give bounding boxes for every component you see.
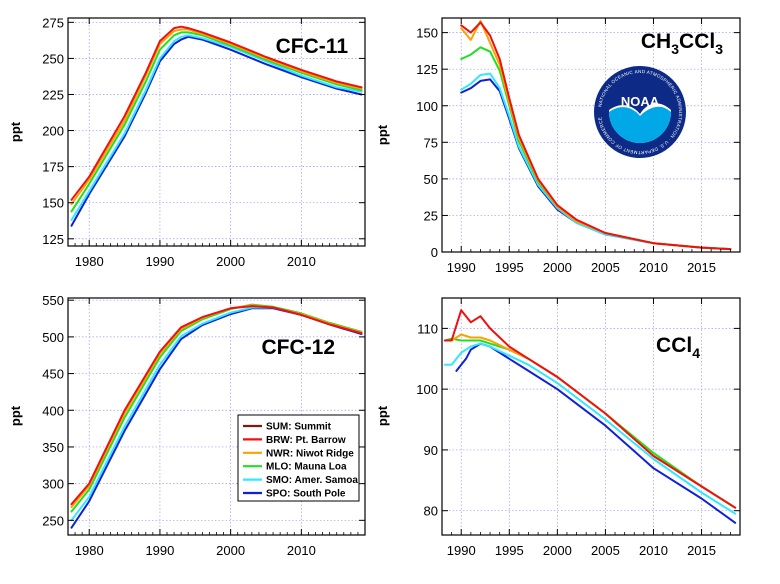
y-axis-label: ppt	[8, 121, 23, 142]
series-line-spo	[455, 342, 737, 524]
y-tick-label: 0	[431, 245, 438, 260]
series-line-brw	[70, 25, 363, 201]
series-line-mlo	[70, 31, 363, 213]
y-tick-label: 550	[42, 293, 64, 308]
y-tick-label: 110	[417, 321, 438, 336]
chart-title: CCl4	[656, 334, 700, 361]
series-line-brw	[70, 305, 363, 506]
y-tick-label: 350	[42, 440, 64, 455]
x-tick-label: 1980	[75, 254, 104, 269]
x-tick-label: 2010	[287, 254, 316, 269]
series-line-nwr	[70, 28, 363, 206]
x-tick-label: 2000	[543, 260, 572, 275]
y-axis-label: ppt	[375, 124, 390, 145]
y-tick-label: 450	[42, 367, 64, 382]
x-tick-label: 2015	[687, 260, 716, 275]
legend-label-smo: SMO: Amer. Samoa	[266, 475, 358, 486]
chart-title: CFC-11	[276, 35, 349, 58]
y-tick-label: 250	[42, 51, 64, 66]
x-tick-label: 2010	[287, 543, 316, 558]
x-tick-label: 2000	[216, 254, 245, 269]
y-tick-label: 100	[416, 382, 438, 397]
x-tick-label: 1995	[495, 260, 524, 275]
series-line-smo	[70, 34, 363, 221]
panel-ch3ccl3: 1990 1995 2000 2005 2010 2015 0 25 50 75 100 125 150…	[375, 17, 741, 275]
y-axis-label: ppt	[375, 405, 390, 426]
legend-label-brw: BRW: Pt. Barrow	[266, 435, 346, 446]
y-tick-label: 75	[424, 135, 438, 150]
series-line-brw	[460, 21, 732, 251]
x-tick-label: 2005	[591, 543, 620, 558]
y-tick-label: 200	[42, 124, 64, 139]
legend-label-sum: SUM: Summit	[266, 422, 332, 433]
x-tick-label: 2005	[591, 260, 620, 275]
y-tick-label: 80	[424, 504, 438, 519]
series-line-spo	[70, 35, 363, 227]
y-tick-label: 150	[42, 196, 64, 211]
legend-box	[237, 414, 360, 502]
y-axis-label: ppt	[8, 405, 23, 426]
x-tick-label: 2010	[639, 543, 668, 558]
y-tick-label: 300	[42, 477, 64, 492]
y-tick-label: 175	[42, 160, 64, 175]
panel-cfc11: 1980 1990 2000 2010 125 150 175 200 225 250 275 ppt…	[8, 15, 366, 269]
panel-ccl4: 1990 1995 2000 2005 2010 2015 80 90 100 110 ppt CCl…	[375, 297, 741, 558]
y-tick-label: 275	[42, 15, 64, 30]
legend-label-nwr: NWR: Niwot Ridge	[266, 448, 354, 459]
y-tick-label: 500	[42, 330, 64, 345]
x-tick-label: 1980	[75, 543, 104, 558]
y-tick-label: 250	[42, 513, 64, 528]
y-tick-label: 90	[424, 443, 438, 458]
plot-frame	[441, 17, 741, 253]
y-tick-label: 50	[424, 172, 438, 187]
y-tick-label: 100	[416, 99, 438, 114]
plot-area	[442, 298, 740, 535]
x-tick-label: 2000	[543, 543, 572, 558]
plot-area	[442, 18, 740, 252]
noaa-logo: NOAA NATIONAL OCEANIC AND ATMOSPHERIC AD…	[594, 66, 686, 158]
legend-label-spo: SPO: South Pole	[266, 489, 346, 500]
y-tick-label: 225	[42, 87, 64, 102]
chart-title: CFC-12	[261, 336, 335, 359]
x-tick-label: 1990	[145, 543, 174, 558]
y-tick-label: 125	[416, 62, 438, 77]
x-tick-label: 2015	[687, 543, 716, 558]
legend: SUM: Summit BRW: Pt. Barrow NWR: Niwot Rid…	[237, 414, 360, 502]
series-line-smo	[443, 342, 737, 515]
x-tick-label: 2010	[639, 260, 668, 275]
x-tick-label: 2000	[216, 543, 245, 558]
y-tick-label: 150	[416, 26, 438, 41]
y-tick-label: 125	[42, 232, 64, 247]
x-tick-label: 1995	[495, 543, 524, 558]
x-tick-label: 1990	[447, 260, 476, 275]
chart-title: CH3CCl3	[641, 30, 723, 57]
x-tick-label: 1990	[447, 543, 476, 558]
y-tick-label: 25	[424, 208, 438, 223]
x-tick-label: 1990	[145, 254, 174, 269]
plot-frame	[441, 297, 741, 536]
y-tick-label: 400	[42, 403, 64, 418]
noaa-logo-wordmark: NOAA	[621, 94, 660, 109]
legend-label-mlo: MLO: Mauna Loa	[266, 462, 347, 473]
series-line-brw	[443, 309, 737, 509]
